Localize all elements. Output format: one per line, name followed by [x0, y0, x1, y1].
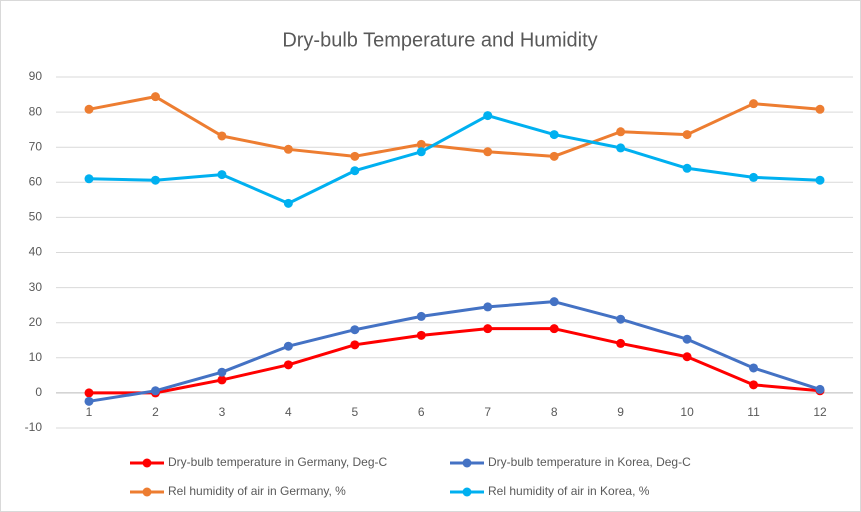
data-point — [217, 367, 227, 377]
data-point — [217, 170, 227, 180]
data-point — [350, 151, 360, 161]
y-tick-label: 20 — [29, 315, 43, 329]
data-point — [749, 363, 759, 373]
y-tick-label: 80 — [29, 104, 43, 118]
y-tick-label: 0 — [35, 385, 42, 399]
data-point — [416, 139, 426, 149]
data-point — [483, 147, 493, 157]
data-point — [150, 175, 160, 185]
series-line — [89, 327, 821, 395]
legend-marker — [142, 458, 152, 468]
data-point — [350, 166, 360, 176]
y-tick-label: 10 — [29, 350, 43, 364]
x-tick-label: 11 — [747, 405, 760, 419]
data-point — [84, 396, 94, 406]
x-tick-label: 1 — [86, 405, 93, 419]
y-tick-label: -10 — [25, 420, 43, 434]
series-line — [88, 95, 821, 158]
data-point — [749, 380, 759, 390]
data-point — [84, 104, 94, 114]
data-point — [549, 130, 559, 140]
x-tick-label: 7 — [484, 405, 491, 419]
x-tick-label: 4 — [285, 405, 292, 419]
data-point — [682, 334, 692, 344]
data-point — [150, 386, 160, 396]
data-point — [549, 297, 559, 307]
data-point — [84, 174, 94, 184]
legend-marker — [142, 487, 152, 497]
data-point — [350, 325, 360, 335]
x-tick-label: 5 — [351, 405, 358, 419]
y-tick-label: 50 — [29, 210, 43, 224]
data-point — [483, 111, 493, 121]
data-point — [483, 324, 493, 334]
data-point — [217, 375, 227, 385]
data-point — [616, 127, 626, 137]
legend-label: Rel humidity of air in Germany, % — [168, 484, 346, 498]
legend-label: Dry-bulb temperature in Korea, Deg-C — [488, 455, 691, 469]
data-point — [150, 92, 160, 102]
x-tick-label: 10 — [680, 405, 694, 419]
data-point — [549, 324, 559, 334]
y-tick-label: 60 — [29, 174, 43, 188]
data-point — [283, 144, 293, 154]
y-tick-label: 30 — [29, 280, 43, 294]
data-point — [549, 151, 559, 161]
data-point — [283, 360, 293, 370]
y-tick-label: 70 — [29, 139, 43, 153]
data-point — [483, 302, 493, 312]
legend-label: Rel humidity of air in Korea, % — [488, 484, 650, 498]
x-tick-label: 12 — [813, 405, 827, 419]
x-tick-label: 2 — [152, 405, 159, 419]
data-point — [217, 131, 227, 141]
x-tick-label: 3 — [219, 405, 226, 419]
y-tick-label: 40 — [29, 245, 43, 259]
legend-label: Dry-bulb temperature in Germany, Deg-C — [168, 455, 388, 469]
data-point — [283, 341, 293, 351]
data-point — [815, 175, 825, 185]
legend-marker — [462, 458, 472, 468]
data-point — [416, 147, 426, 157]
x-tick-label: 6 — [418, 405, 425, 419]
data-point — [416, 311, 426, 321]
chart-title: Dry-bulb Temperature and Humidity — [282, 29, 597, 51]
data-point — [682, 130, 692, 140]
data-point — [616, 338, 626, 348]
data-point — [749, 172, 759, 182]
data-point — [749, 99, 759, 109]
data-point — [682, 163, 692, 173]
series-line — [88, 114, 821, 205]
data-point — [616, 314, 626, 324]
data-point — [616, 143, 626, 153]
x-tick-label: 8 — [551, 405, 558, 419]
data-point — [815, 104, 825, 114]
data-point — [416, 330, 426, 340]
data-point — [350, 340, 360, 350]
legend-marker — [462, 487, 472, 497]
data-point — [815, 384, 825, 394]
y-tick-label: 90 — [29, 69, 43, 83]
x-tick-label: 9 — [617, 405, 624, 419]
data-point — [682, 352, 692, 362]
data-point — [283, 198, 293, 208]
data-point — [84, 388, 94, 398]
series-line — [88, 300, 821, 403]
